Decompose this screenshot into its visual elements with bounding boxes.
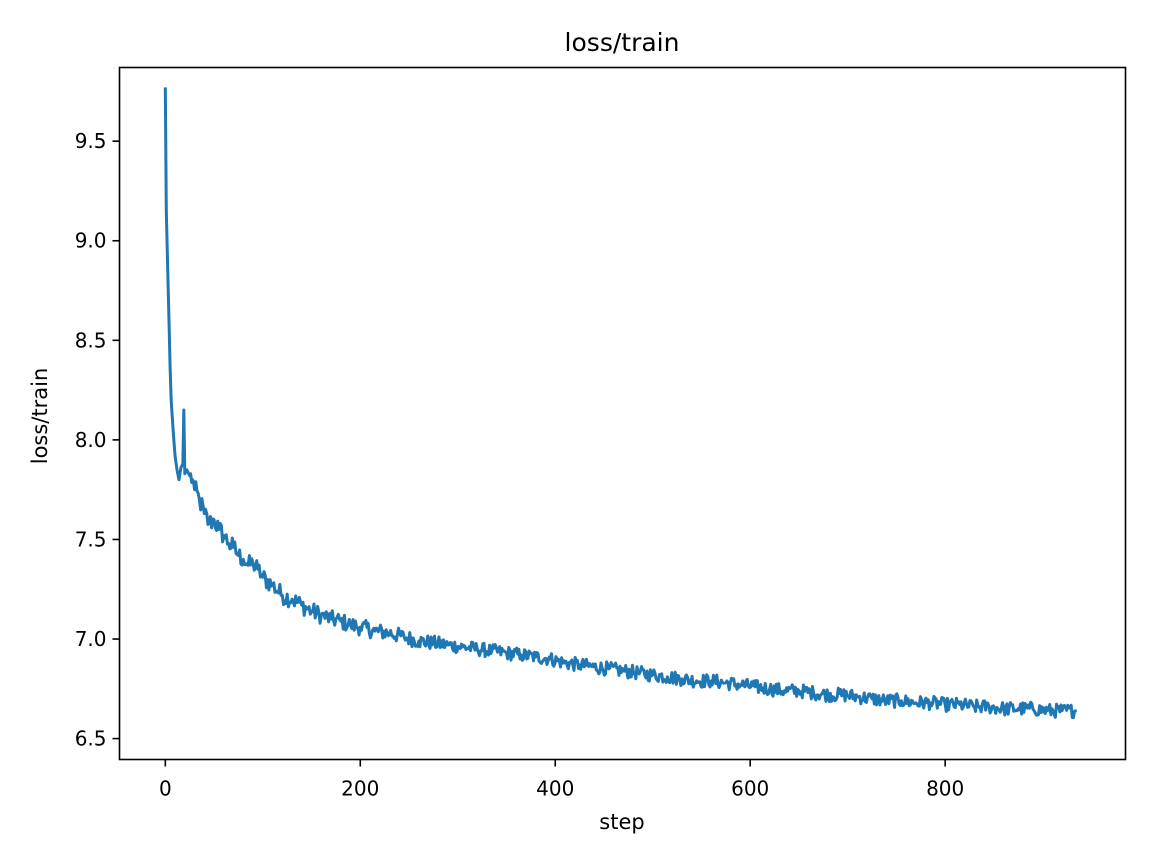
- x-tick-label: 600: [731, 777, 769, 801]
- series-line-0: [163, 87, 1078, 720]
- y-tick-label: 9.0: [75, 229, 107, 253]
- x-tick-label: 200: [341, 777, 379, 801]
- plot-area: [163, 87, 1078, 720]
- y-axis-label: loss/train: [28, 368, 52, 465]
- y-tick-label: 6.5: [75, 727, 107, 751]
- x-axis: 0 200 400 600 800: [159, 759, 964, 801]
- y-tick-label: 7.5: [75, 527, 107, 551]
- y-tick-label: 8.5: [75, 328, 107, 352]
- plot-frame: [118, 66, 1127, 761]
- chart-title: loss/train: [565, 28, 680, 57]
- y-tick-label: 7.0: [75, 627, 107, 651]
- x-axis-label: step: [599, 810, 644, 834]
- y-tick-label: 9.5: [75, 129, 107, 153]
- x-tick-label: 800: [926, 777, 964, 801]
- y-axis: 6.5 7.0 7.5 8.0 8.5 9.0 9.5: [75, 129, 120, 751]
- x-tick-label: 0: [159, 777, 172, 801]
- x-tick-label: 400: [536, 777, 574, 801]
- y-tick-label: 8.0: [75, 428, 107, 452]
